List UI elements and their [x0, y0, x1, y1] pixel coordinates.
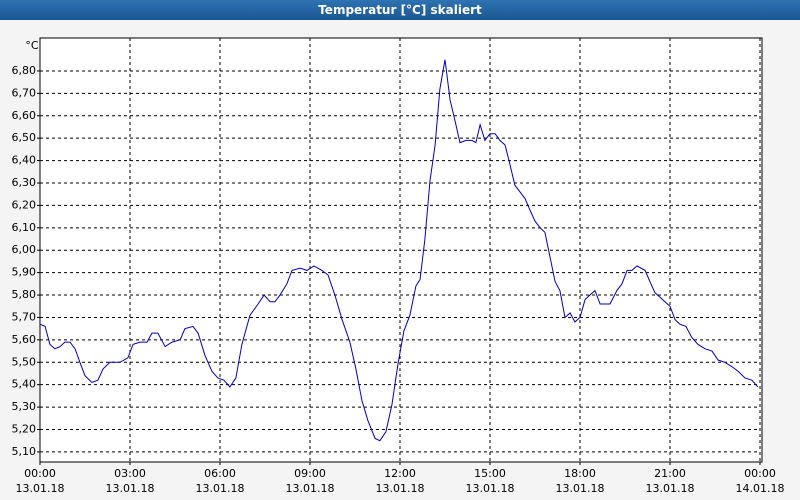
y-tick-label: 6,50 — [12, 131, 37, 144]
x-tick-label: 06:00 — [204, 467, 236, 480]
y-tick-label: 5,80 — [12, 288, 37, 301]
y-tick-label: 6,30 — [12, 176, 37, 189]
x-tick-date: 13.01.18 — [106, 482, 155, 495]
x-tick-label: 09:00 — [294, 467, 326, 480]
x-tick-date: 13.01.18 — [196, 482, 245, 495]
x-tick-label: 21:00 — [654, 467, 686, 480]
y-tick-label: 5,90 — [12, 266, 37, 279]
x-tick-date: 13.01.18 — [466, 482, 515, 495]
y-tick-label: 5,70 — [12, 310, 37, 323]
x-tick-date: 13.01.18 — [286, 482, 335, 495]
y-tick-label: 5,20 — [12, 423, 37, 436]
y-tick-label: 5,10 — [12, 445, 37, 458]
y-tick-label: 6,40 — [12, 154, 37, 167]
x-tick-label: 00:00 — [744, 467, 776, 480]
x-tick-date: 13.01.18 — [556, 482, 605, 495]
y-tick-label: 5,50 — [12, 355, 37, 368]
y-tick-label: 6,00 — [12, 243, 37, 256]
x-tick-label: 15:00 — [474, 467, 506, 480]
x-tick-label: 18:00 — [564, 467, 596, 480]
y-tick-label: 6,60 — [12, 109, 37, 122]
x-tick-label: 12:00 — [384, 467, 416, 480]
x-tick-label: 03:00 — [114, 467, 146, 480]
y-tick-label: 6,70 — [12, 86, 37, 99]
y-tick-label: 6,80 — [12, 64, 37, 77]
x-tick-date: 13.01.18 — [646, 482, 695, 495]
chart: °C 5,10 5,20 5,30 5,40 5,50 5,60 5,70 5,80 5,90 6… — [12, 37, 785, 495]
line — [39, 59, 759, 442]
y-tick-label: 5,60 — [12, 333, 37, 346]
x-tick-label: 00:00 — [24, 467, 56, 480]
y-tick-label: 6,10 — [12, 221, 37, 234]
y-tick-label: 6,20 — [12, 198, 37, 211]
x-tick-date: 13.01.18 — [376, 482, 425, 495]
x-tick-date: 14.01.18 — [736, 482, 785, 495]
y-unit: °C — [25, 39, 39, 52]
y-tick-label: 5,30 — [12, 400, 37, 413]
x-tick-date: 13.01.18 — [16, 482, 65, 495]
title-bar: Temperatur [°C] skaliert — [0, 0, 800, 20]
y-tick-label: 5,40 — [12, 378, 37, 391]
